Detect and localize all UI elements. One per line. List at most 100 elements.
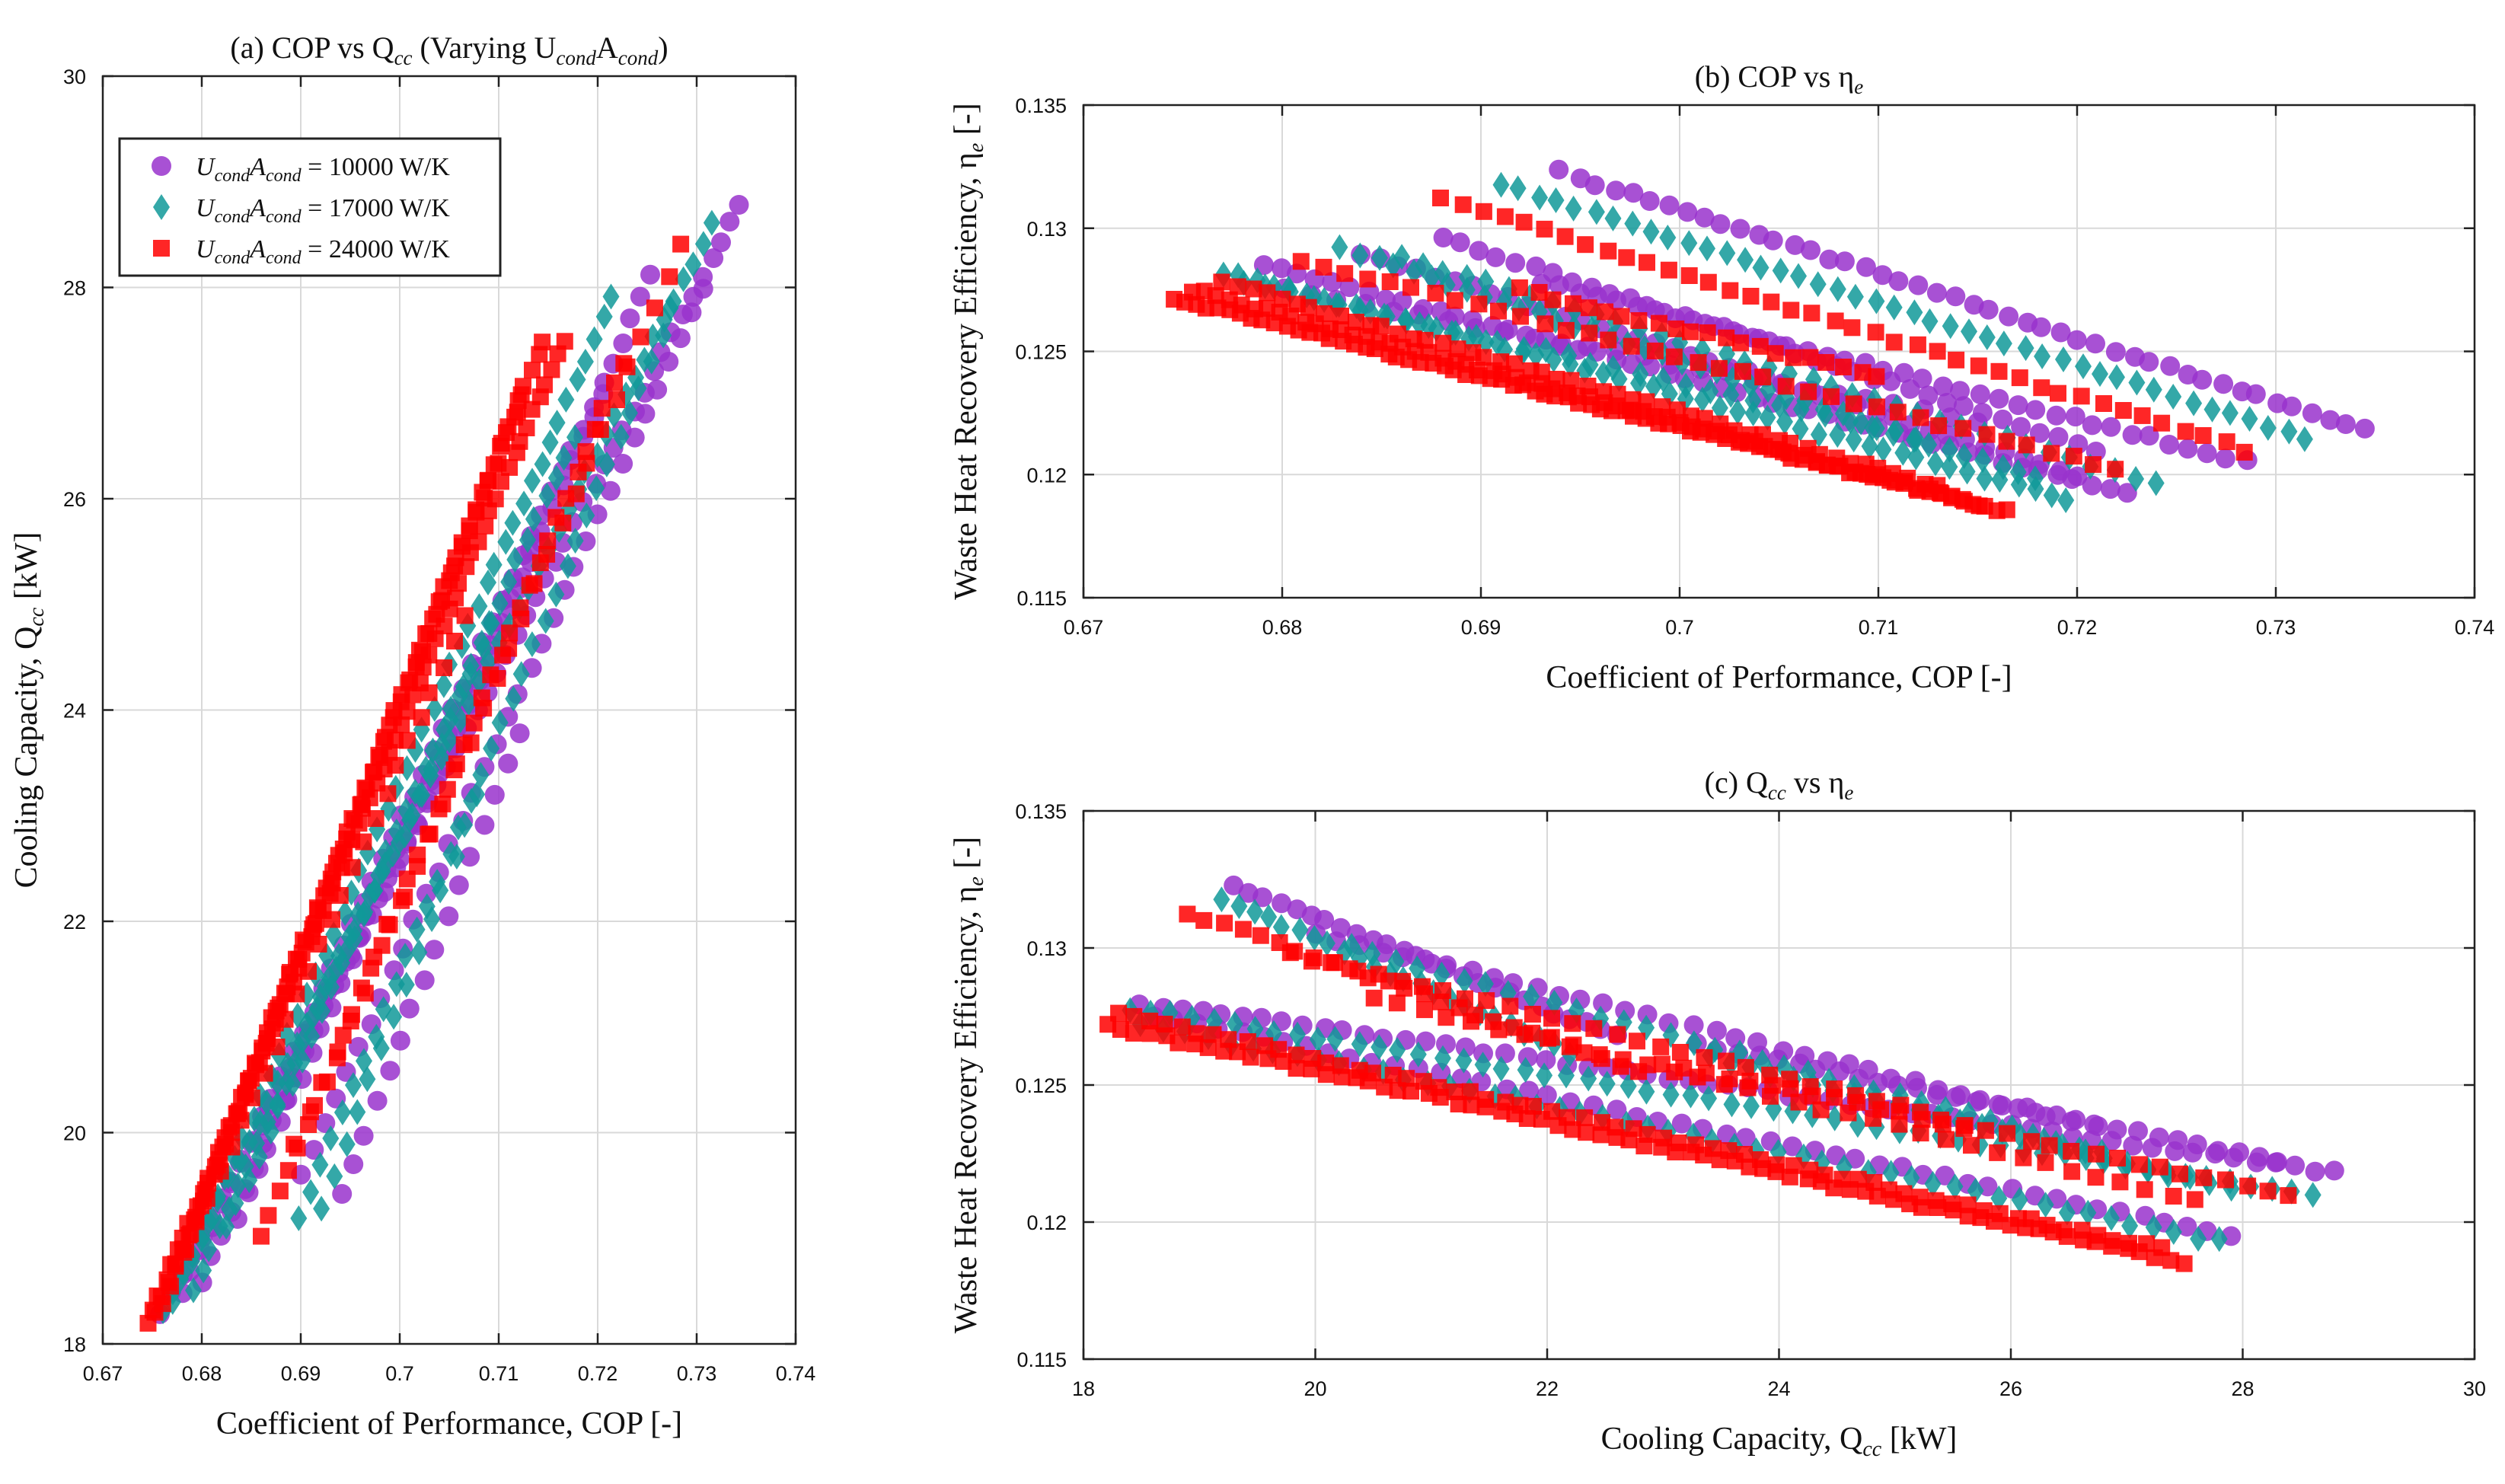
data-point <box>2138 1235 2156 1253</box>
data-point <box>1364 940 1381 967</box>
data-point <box>567 485 585 503</box>
data-point <box>1536 1062 1553 1089</box>
data-point <box>704 248 724 268</box>
data-point <box>366 877 384 904</box>
data-point <box>2215 448 2235 469</box>
data-point <box>439 780 456 798</box>
data-point <box>2050 385 2066 402</box>
data-point <box>539 532 557 550</box>
data-point <box>1402 279 1419 296</box>
data-point <box>2192 369 2213 390</box>
data-point <box>587 504 608 525</box>
data-point <box>1450 232 1470 253</box>
data-point <box>380 796 397 822</box>
data-point <box>1593 993 1613 1013</box>
data-point <box>1565 1036 1582 1054</box>
data-point <box>2175 1255 2193 1272</box>
data-point <box>1975 1202 1993 1219</box>
data-point <box>1274 290 1291 308</box>
data-point <box>1372 318 1390 335</box>
data-point <box>576 349 594 375</box>
data-point <box>1371 1034 1388 1061</box>
data-point <box>659 352 679 372</box>
x-tick-label: 24 <box>1767 1377 1790 1400</box>
data-point <box>1945 1087 1966 1107</box>
data-point <box>693 279 713 299</box>
data-point <box>281 965 298 983</box>
data-point <box>2249 1147 2270 1167</box>
data-point <box>1953 396 1974 416</box>
data-point <box>500 569 518 595</box>
data-point <box>1524 1006 1541 1023</box>
data-point <box>378 915 396 933</box>
data-point <box>1804 1087 1821 1105</box>
data-point <box>1618 249 1635 266</box>
data-point <box>2136 1181 2153 1198</box>
data-point <box>426 696 443 722</box>
x-tick-label: 0.71 <box>479 1362 519 1385</box>
series-group-c <box>1099 875 2344 1272</box>
data-point <box>1556 228 1574 245</box>
data-point <box>322 1125 340 1151</box>
data-point <box>2087 1169 2105 1186</box>
data-point <box>2195 1169 2213 1186</box>
data-point <box>2085 456 2102 474</box>
data-point <box>1785 349 1802 366</box>
data-point <box>2075 353 2092 380</box>
data-point <box>1252 927 1269 944</box>
data-point <box>1463 1013 1479 1030</box>
data-point <box>2011 369 2028 387</box>
data-point <box>1559 1109 1575 1126</box>
data-point <box>1999 306 2019 327</box>
data-point <box>300 962 317 980</box>
data-point <box>1409 1041 1427 1068</box>
data-point <box>672 235 690 253</box>
data-point <box>2267 1152 2287 1173</box>
data-point <box>420 625 438 642</box>
data-point <box>2130 1156 2148 1173</box>
data-point <box>1927 1192 1945 1209</box>
data-point <box>632 328 649 346</box>
data-point <box>1511 1096 1529 1114</box>
data-point <box>2009 459 2027 485</box>
data-point <box>1830 1061 1850 1081</box>
data-point <box>1393 244 1411 270</box>
data-point <box>1790 263 1807 289</box>
data-point <box>2105 342 2126 362</box>
data-point <box>1829 422 1846 448</box>
data-point <box>2055 1221 2073 1239</box>
data-point <box>1477 268 1495 295</box>
data-point <box>1495 1043 1515 1064</box>
data-point <box>1434 334 1452 352</box>
data-point <box>1715 1076 1733 1093</box>
data-point <box>1744 388 1762 414</box>
data-point <box>1885 294 1903 321</box>
data-point <box>313 1074 330 1091</box>
data-point <box>2187 1135 2207 1154</box>
data-point <box>349 1099 366 1125</box>
data-point <box>2147 470 2165 496</box>
data-point <box>342 1013 359 1029</box>
data-point <box>2127 466 2145 492</box>
data-point <box>2018 436 2035 454</box>
data-point <box>279 1162 297 1179</box>
data-point <box>411 782 429 809</box>
data-point <box>1543 1010 1560 1027</box>
data-point <box>1920 432 1938 458</box>
data-point <box>1339 277 1360 298</box>
data-point <box>1344 327 1361 343</box>
data-point <box>1882 1160 1900 1186</box>
data-point <box>1869 459 1887 477</box>
data-point <box>1349 962 1367 980</box>
data-point <box>1705 1140 1722 1157</box>
data-point <box>509 723 530 744</box>
data-point <box>353 979 370 997</box>
data-point <box>1607 1119 1624 1136</box>
data-point <box>1205 1026 1222 1043</box>
data-point <box>232 1112 250 1129</box>
data-point <box>2107 461 2124 478</box>
data-point <box>477 517 494 535</box>
data-point <box>1642 219 1660 245</box>
data-point <box>2213 374 2234 394</box>
data-point <box>684 251 702 278</box>
